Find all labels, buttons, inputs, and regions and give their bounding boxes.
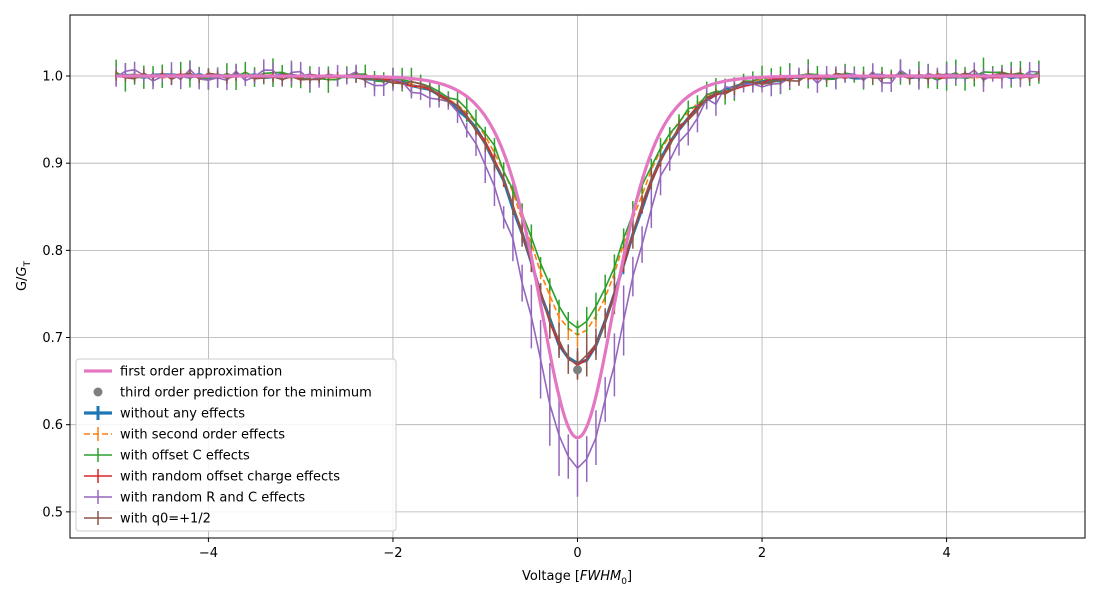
series-0 [116,74,1039,440]
legend-entry: with random R and C effects [84,490,305,506]
x-tick-label: 2 [758,546,766,561]
x-axis-label: Voltage [FWHM0] [522,569,632,587]
x-axis-label-close: ] [627,569,632,584]
x-tick-label: 0 [573,546,581,561]
x-axis-label-math: FWHM [580,569,621,584]
series-line [116,74,1039,440]
legend-label: with random offset charge effects [120,470,340,485]
legend: first order approximation third order pre… [75,358,397,532]
legend-label: with second order effects [120,428,285,443]
series-1 [573,365,582,375]
series-line [115,68,1039,470]
legend-box [75,358,397,532]
legend-entry: first order approximation [84,365,282,380]
y-axis-label-subscript: T [23,260,33,267]
y-tick-label: 0.5 [42,505,63,520]
legend-entry: third order prediction for the minimum [93,386,372,401]
x-tick-label: −4 [199,546,218,561]
data-point [573,365,582,375]
y-tick-label: 1.0 [42,70,63,85]
y-tick-label: 0.8 [42,244,63,259]
y-tick-label: 0.9 [42,157,63,172]
y-tick-label: 0.6 [42,418,63,433]
legend-label: with offset C effects [120,449,250,464]
legend-label: with random R and C effects [120,491,305,506]
y-tick-label: 0.7 [42,331,63,346]
legend-entry: with q0=+1/2 [84,511,211,527]
x-tick-label: −2 [383,546,402,561]
y-axis-label: G/GT [15,260,33,291]
legend-label: without any effects [120,407,245,422]
y-axis-label-math: G [15,266,30,276]
legend-entry: without any effects [84,406,245,422]
legend-label: first order approximation [120,365,282,380]
legend-label: with q0=+1/2 [120,512,211,527]
legend-label: third order prediction for the minimum [120,386,372,401]
legend-entry: with offset C effects [84,448,250,464]
plot-series [115,57,1040,497]
x-tick-label: 4 [942,546,950,561]
legend-entry: with second order effects [84,427,285,443]
x-axis-label-subscript: 0 [621,577,627,587]
axis-ticks: −4 −2 0 2 4 0.5 0.6 0.7 0.8 0.9 1.0 [42,70,950,561]
legend-swatch [93,387,103,397]
legend-entry: with random offset charge effects [84,469,340,485]
